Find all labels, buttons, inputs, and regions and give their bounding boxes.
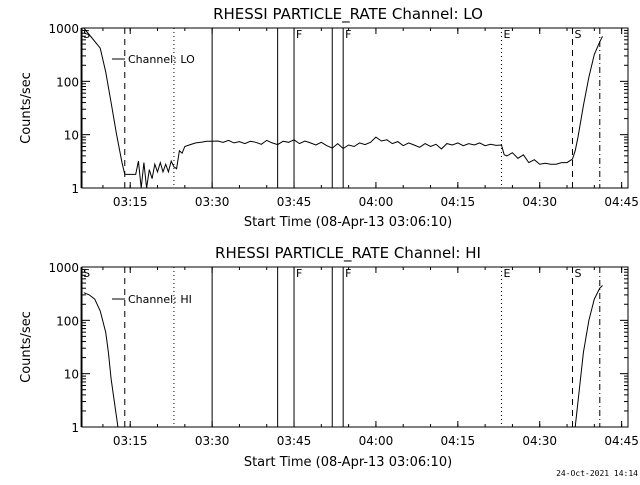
series-line: [83, 285, 603, 428]
y-tick-label: 1000: [48, 22, 79, 36]
marker-label: S: [574, 28, 581, 41]
marker-label: F: [345, 28, 351, 41]
x-axis: 03:15 03:30 03:45 04:00 04:15 04:30 04:45: [102, 267, 639, 448]
y-tick-label: 1000: [48, 261, 79, 275]
x-tick-label: 04:45: [604, 195, 639, 209]
chart-panel-hi: RHESSI PARTICLE_RATE Channel: HI S F F E S 0…: [19, 244, 639, 470]
marker-label: F: [296, 28, 302, 41]
series-layer: [83, 27, 603, 189]
chart-panel-lo: RHESSI PARTICLE_RATE Channel: LO S F F E S 0…: [19, 5, 639, 230]
y-tick-label: 100: [56, 75, 79, 89]
x-tick-label: 04:30: [522, 195, 557, 209]
marker-label: S: [574, 267, 581, 280]
x-tick-label: 03:15: [113, 195, 148, 209]
x-tick-label: 04:00: [359, 434, 394, 448]
y-axis: 1 10 100 1000: [48, 261, 628, 435]
x-tick-label: 04:45: [604, 434, 639, 448]
x-axis-label: Start Time (08-Apr-13 03:06:10): [244, 455, 452, 470]
legend: Channel: LO: [112, 53, 195, 66]
series-line: [83, 27, 603, 189]
x-tick-label: 03:30: [195, 434, 230, 448]
y-tick-label: 10: [64, 368, 79, 382]
series-layer: [83, 285, 603, 428]
x-tick-label: 03:15: [113, 434, 148, 448]
footer-timestamp: 24-Oct-2021 14:14: [556, 469, 638, 478]
y-tick-label: 1: [71, 421, 79, 435]
plot-frame: [81, 266, 629, 428]
x-axis-label: Start Time (08-Apr-13 03:06:10): [244, 215, 452, 230]
x-tick-label: 04:15: [441, 434, 476, 448]
marker-label: F: [345, 267, 351, 280]
marker-label: S: [83, 28, 90, 41]
legend: Channel: HI: [112, 293, 192, 306]
marker-label: E: [504, 267, 511, 280]
x-tick-label: 04:15: [441, 195, 476, 209]
x-tick-label: 03:45: [277, 195, 312, 209]
chart-title: RHESSI PARTICLE_RATE Channel: HI: [215, 244, 481, 263]
y-axis-label: Counts/sec: [19, 72, 34, 144]
y-axis: 1 10 100 1000: [48, 22, 628, 196]
marker-label: F: [296, 267, 302, 280]
x-axis: 03:15 03:30 03:45 04:00 04:15 04:30 04:45: [102, 28, 639, 209]
y-axis-label: Counts/sec: [19, 311, 34, 383]
y-tick-label: 1: [71, 182, 79, 196]
marker-label: E: [504, 28, 511, 41]
chart-title: RHESSI PARTICLE_RATE Channel: LO: [213, 5, 483, 24]
legend-entry: Channel: LO: [128, 53, 195, 66]
plot-frame: [81, 27, 629, 189]
x-tick-label: 04:30: [522, 434, 557, 448]
marker-label: S: [83, 267, 90, 280]
y-tick-label: 10: [64, 129, 79, 143]
x-tick-label: 03:45: [277, 434, 312, 448]
x-tick-label: 03:30: [195, 195, 230, 209]
y-tick-label: 100: [56, 314, 79, 328]
x-tick-label: 04:00: [359, 195, 394, 209]
legend-entry: Channel: HI: [128, 293, 192, 306]
